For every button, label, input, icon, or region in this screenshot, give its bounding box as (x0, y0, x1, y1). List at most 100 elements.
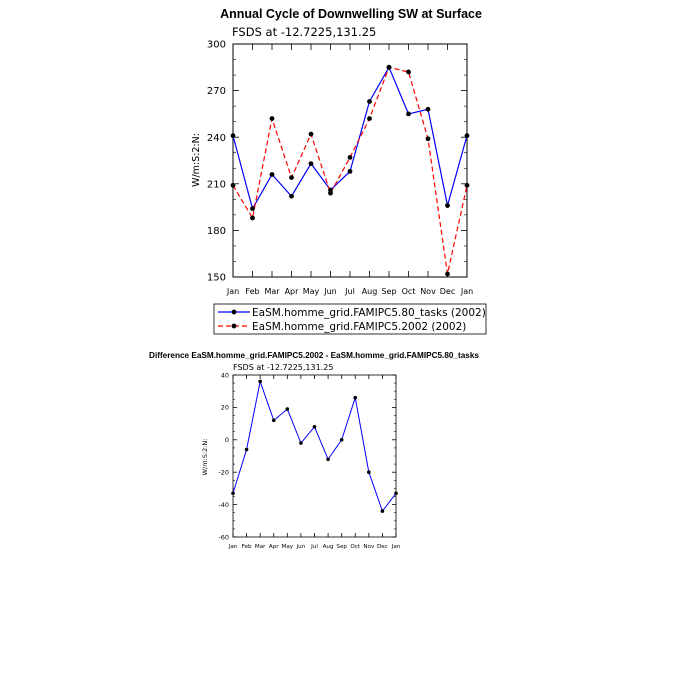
diff-series-group (231, 379, 398, 513)
x-tick-label: Jan (460, 287, 473, 296)
series-2-marker (289, 175, 294, 180)
diff-series-1-marker (367, 470, 371, 475)
series-2-marker (464, 182, 470, 188)
axis-ticks (232, 43, 468, 278)
diff-series-1-marker (353, 395, 358, 400)
diff-y-tick-label: 20 (221, 404, 229, 412)
x-tick-label: Dec (440, 287, 455, 296)
diff-series-1-marker (380, 509, 385, 513)
series-1-marker (269, 172, 275, 177)
series-1-line (232, 65, 468, 211)
diff-x-tick-labels: Jan Feb Mar Apr May Jun Jul Aug Sep Oct Nov Dec Jan (228, 544, 401, 550)
diff-x-tick-label: Oct (350, 544, 360, 550)
y-tick-label: 300 (207, 40, 226, 51)
diff-x-tick-label: Mar (255, 544, 266, 550)
diff-series-1-marker (271, 418, 276, 423)
x-tick-labels: Jan Feb Mar Apr May Jun Jul Aug Sep Oct Nov Dec Jan (226, 287, 473, 296)
x-tick-label: Nov (420, 287, 436, 296)
diff-series-1-marker (258, 379, 262, 384)
diff-series-1-marker (394, 491, 398, 496)
series-2-marker (250, 215, 255, 221)
x-tick-label: Aug (362, 287, 378, 296)
series-1-marker (308, 161, 314, 167)
series-1-marker (445, 203, 450, 208)
diff-chart-title: Difference EaSM.homme_grid.FAMIPC5.2002 … (149, 351, 479, 360)
diff-y-tick-label: -20 (218, 469, 229, 477)
diff-x-tick-label: Feb (242, 544, 252, 550)
plot-frame (232, 43, 468, 278)
x-tick-label: Mar (264, 287, 280, 296)
diff-chart-subtitle: FSDS at -12.7225,131.25 (233, 363, 333, 372)
x-tick-label: Jan (226, 287, 239, 296)
legend-label-series-2: EaSM.homme_grid.FAMIPC5.2002 (2002) (252, 321, 466, 333)
diff-x-tick-label: Nov (363, 544, 375, 550)
series-2-marker (308, 131, 314, 137)
series-2-marker (230, 182, 236, 188)
diff-series-1-marker (326, 457, 330, 462)
diff-series-1-marker (339, 438, 344, 442)
diff-series-1-marker (231, 491, 235, 496)
x-tick-label: Jun (323, 287, 337, 296)
series-1-marker (250, 206, 255, 212)
diff-plot-frame (232, 374, 397, 538)
series-1-marker (367, 99, 372, 104)
chart-subtitle: FSDS at -12.7225,131.25 (232, 25, 376, 39)
diff-series-1-marker (312, 425, 317, 429)
series-2-marker (347, 154, 353, 160)
y-tick-label: 180 (207, 226, 226, 237)
series-1-marker (425, 106, 431, 112)
diff-x-tick-label: May (282, 544, 294, 550)
y-tick-label: 150 (207, 273, 226, 284)
x-tick-label: Feb (245, 287, 259, 296)
diff-x-tick-label: Jul (310, 544, 318, 550)
diff-x-tick-label: Dec (377, 544, 388, 550)
series-2-marker (269, 116, 275, 121)
diff-x-tick-label: Jun (296, 544, 306, 550)
legend: EaSM.homme_grid.FAMIPC5.80_tasks (2002) … (213, 303, 487, 335)
x-tick-label: May (303, 287, 320, 296)
diff-series-1-line (232, 379, 397, 513)
chart-title: Annual Cycle of Downwelling SW at Surfac… (220, 7, 482, 21)
diff-y-tick-label: 40 (221, 371, 229, 379)
annual-cycle-chart: Annual Cycle of Downwelling SW at Surfac… (191, 7, 487, 335)
x-tick-label: Apr (285, 287, 300, 296)
difference-chart: Difference EaSM.homme_grid.FAMIPC5.2002 … (149, 351, 479, 550)
diff-x-tick-label: Apr (269, 544, 279, 550)
y-tick-label: 210 (207, 179, 226, 190)
series-group (230, 64, 470, 277)
series-2-marker (367, 116, 372, 121)
legend-box (213, 303, 487, 335)
diff-y-tick-labels: -60 -40 -20 0 20 40 (218, 371, 229, 541)
diff-series-1-marker (244, 447, 249, 452)
diff-series-1-marker (299, 441, 303, 445)
y-axis-label: W/m:S:2:N: (191, 133, 202, 187)
x-tick-label: Sep (381, 287, 396, 296)
x-tick-label: Jul (344, 287, 355, 296)
series-1-marker (347, 168, 353, 174)
diff-axis-ticks (232, 374, 397, 538)
series-1-marker (230, 133, 236, 139)
y-tick-labels: 150 180 210 240 270 300 (207, 40, 226, 284)
legend-label-series-1: EaSM.homme_grid.FAMIPC5.80_tasks (2002) (252, 307, 486, 319)
diff-x-tick-label: Jan (391, 544, 401, 550)
y-tick-label: 270 (207, 86, 226, 97)
diff-x-tick-label: Aug (323, 544, 334, 550)
diff-y-axis-label: W/m:S:2:N: (201, 439, 209, 476)
y-tick-label: 240 (207, 133, 226, 144)
series-2-marker (445, 271, 450, 277)
diff-y-tick-label: 0 (225, 436, 229, 444)
legend-marker-series-2 (231, 323, 237, 329)
series-2-marker (425, 136, 431, 142)
diff-y-tick-label: -40 (218, 501, 229, 509)
series-2-marker (386, 64, 392, 70)
legend-marker-series-1 (231, 309, 237, 315)
diff-series-1-marker (285, 407, 290, 411)
series-2-marker (328, 190, 333, 196)
series-1-marker (406, 111, 411, 117)
x-tick-label: Oct (402, 287, 416, 296)
series-2-marker (406, 69, 411, 75)
diff-y-tick-label: -60 (218, 533, 229, 541)
series-1-marker (464, 133, 470, 139)
diff-x-tick-label: Sep (336, 544, 347, 550)
